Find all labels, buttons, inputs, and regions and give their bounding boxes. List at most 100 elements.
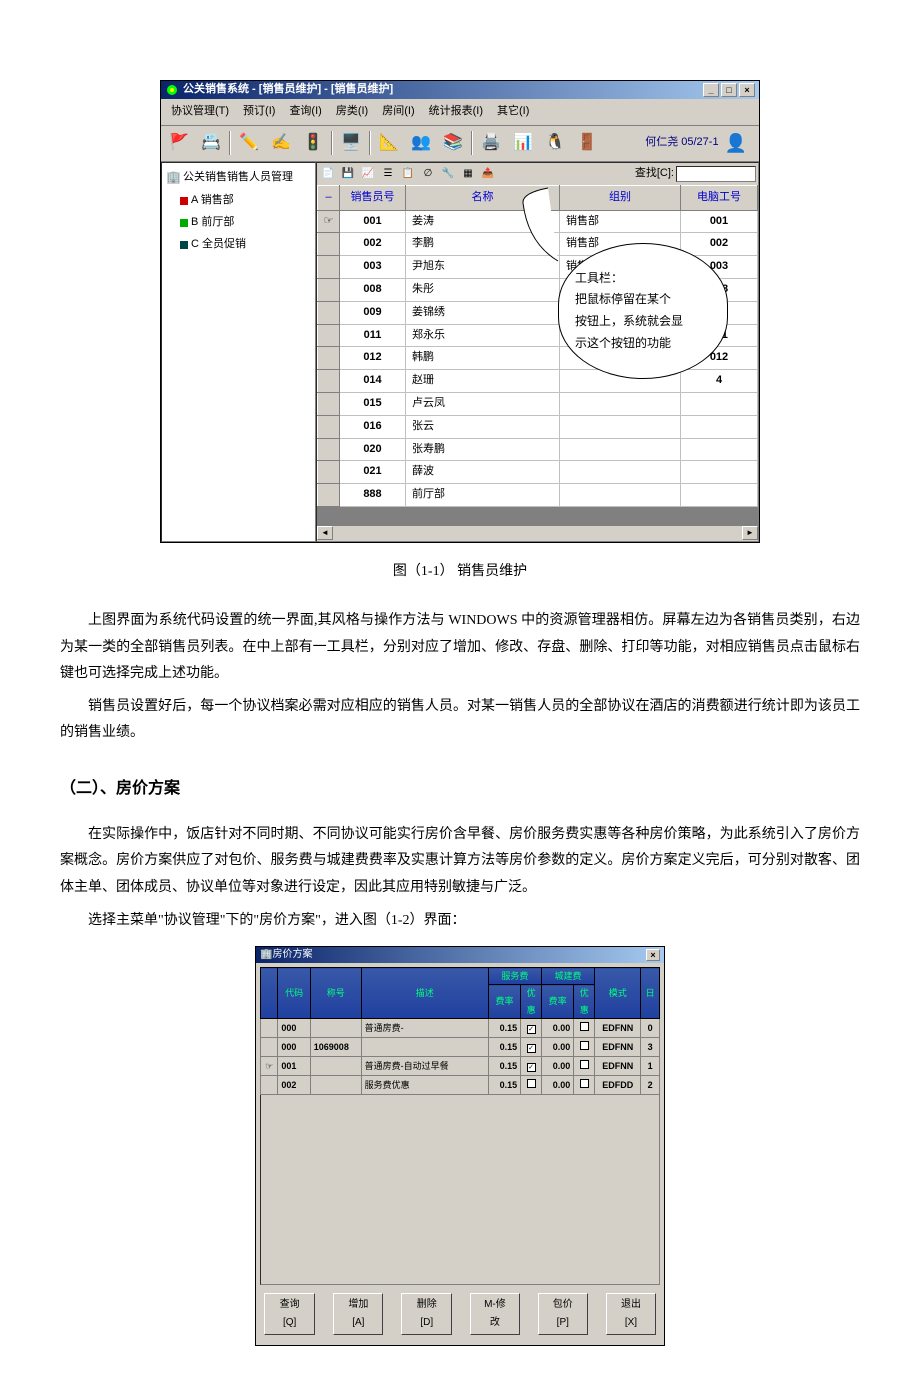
gt-copy-icon[interactable]: 📋 bbox=[399, 165, 417, 183]
menu-protocol[interactable]: 协议管理(T) bbox=[165, 101, 235, 123]
tb-people-icon[interactable]: 👥 bbox=[407, 130, 435, 156]
col-cityfee[interactable]: 城建费 bbox=[541, 968, 594, 985]
delete-button[interactable]: 删除[D] bbox=[401, 1293, 452, 1335]
scroll-left-icon[interactable]: ◄ bbox=[317, 526, 333, 540]
tb-flag-icon[interactable]: 🚩 bbox=[165, 130, 193, 156]
col-empno[interactable]: 电脑工号 bbox=[681, 185, 758, 210]
col-citydisc[interactable]: 优惠 bbox=[574, 985, 595, 1018]
gt-tool-icon[interactable]: 🔧 bbox=[439, 165, 457, 183]
col-id[interactable]: 销售员号 bbox=[340, 185, 406, 210]
tb-books-icon[interactable]: 📚 bbox=[439, 130, 467, 156]
menu-roomtype[interactable]: 房类(I) bbox=[330, 101, 374, 123]
table-row[interactable]: ☞ 001 普通房费-自动过早餐 0.15 ✓ 0.00 EDFNN 1 bbox=[261, 1057, 660, 1076]
table-row[interactable]: 002 服务费优惠 0.15 0.00 EDFDD 2 bbox=[261, 1076, 660, 1095]
minimize-button[interactable]: _ bbox=[703, 83, 719, 97]
exit-button[interactable]: 退出[X] bbox=[606, 1293, 656, 1335]
col-desc[interactable]: 描述 bbox=[361, 968, 488, 1019]
table-row[interactable]: 016 张云 bbox=[318, 415, 758, 438]
titlebar[interactable]: 公关销售系统 - [销售员维护] - [销售员维护] _ □ × bbox=[161, 81, 759, 99]
cell-citydisc[interactable] bbox=[574, 1057, 595, 1076]
close-button[interactable]: × bbox=[739, 83, 755, 97]
row-marker bbox=[318, 415, 340, 438]
close-button[interactable]: × bbox=[646, 949, 660, 961]
tree-item-front[interactable]: B 前厅部 bbox=[180, 212, 311, 234]
cell-name: 朱彤 bbox=[406, 278, 560, 301]
tb-monitor-icon[interactable]: 🖥️ bbox=[337, 130, 365, 156]
tb-exit-icon[interactable]: 🚪 bbox=[573, 130, 601, 156]
table-row[interactable]: 021 薛波 bbox=[318, 461, 758, 484]
menu-room[interactable]: 房间(I) bbox=[376, 101, 420, 123]
price-grid[interactable]: 代码 称号 描述 服务费 城建费 模式 日 费率 优惠 费率 优惠 000 普通… bbox=[260, 967, 660, 1095]
cell-empno: 001 bbox=[681, 210, 758, 233]
col-svcfee[interactable]: 服务费 bbox=[488, 968, 541, 985]
table-row[interactable]: 000 1069008 0.15 ✓ 0.00 EDFNN 3 bbox=[261, 1037, 660, 1056]
gt-chart-icon[interactable]: 📈 bbox=[359, 165, 377, 183]
table-row[interactable]: 888 前厅部 bbox=[318, 484, 758, 507]
tb-card-icon[interactable]: 📇 bbox=[197, 130, 225, 156]
menu-query[interactable]: 查询(I) bbox=[283, 101, 327, 123]
col-name[interactable]: 称号 bbox=[310, 968, 361, 1019]
window-controls: _ □ × bbox=[703, 83, 755, 97]
col-day[interactable]: 日 bbox=[641, 968, 660, 1019]
gt-grid-icon[interactable]: ▦ bbox=[459, 165, 477, 183]
tb-chart-icon[interactable]: 📊 bbox=[509, 130, 537, 156]
cell-citydisc[interactable] bbox=[574, 1018, 595, 1037]
gt-new-icon[interactable]: 📄 bbox=[319, 165, 337, 183]
row-marker bbox=[318, 233, 340, 256]
cell-id: 021 bbox=[340, 461, 406, 484]
tree-item-label: A 销售部 bbox=[191, 191, 234, 211]
menu-other[interactable]: 其它(I) bbox=[491, 101, 535, 123]
cell-svcdisc[interactable] bbox=[521, 1076, 542, 1095]
main-toolbar: 🚩 📇 ✏️ ✍️ 🚦 🖥️ 📐 👥 📚 🖨️ 📊 🐧 🚪 何仁尧 05/27-… bbox=[161, 126, 759, 162]
tree-item-sales[interactable]: A 销售部 bbox=[180, 190, 311, 212]
col-code[interactable]: 代码 bbox=[278, 968, 310, 1019]
table-row[interactable]: 015 卢云凤 bbox=[318, 392, 758, 415]
gt-save-icon[interactable]: 💾 bbox=[339, 165, 357, 183]
menu-report[interactable]: 统计报表(I) bbox=[423, 101, 489, 123]
row-marker bbox=[318, 461, 340, 484]
paragraph-3: 在实际操作中，饭店针对不同时期、不同协议可能实行房价含早餐、房价服务费实惠等各种… bbox=[60, 822, 860, 902]
app-icon bbox=[165, 83, 179, 97]
add-button[interactable]: 增加[A] bbox=[333, 1293, 383, 1335]
gt-filter-icon[interactable]: ☰ bbox=[379, 165, 397, 183]
tb-traffic-icon[interactable]: 🚦 bbox=[299, 130, 327, 156]
tree-panel[interactable]: 🏢 公关销售销售人员管理 A 销售部 B 前厅部 C 全员促销 bbox=[161, 162, 316, 542]
cell-citydisc[interactable] bbox=[574, 1037, 595, 1056]
callout-line4: 示这个按钮的功能 bbox=[575, 333, 711, 355]
horizontal-scrollbar[interactable]: ◄ ► bbox=[317, 525, 758, 541]
tree-item-all[interactable]: C 全员促销 bbox=[180, 234, 311, 256]
scroll-right-icon[interactable]: ► bbox=[742, 526, 758, 540]
tb-print-icon[interactable]: 🖨️ bbox=[477, 130, 505, 156]
cell-svcdisc[interactable]: ✓ bbox=[521, 1057, 542, 1076]
table-row[interactable]: 020 张寿鹏 bbox=[318, 438, 758, 461]
row-marker bbox=[318, 438, 340, 461]
gt-door-icon[interactable]: 📤 bbox=[479, 165, 497, 183]
package-button[interactable]: 包价[P] bbox=[538, 1293, 588, 1335]
cell-citydisc[interactable] bbox=[574, 1076, 595, 1095]
cell-svcdisc[interactable]: ✓ bbox=[521, 1037, 542, 1056]
col-mode[interactable]: 模式 bbox=[595, 968, 641, 1019]
cell-group bbox=[560, 438, 681, 461]
cell-svcdisc[interactable]: ✓ bbox=[521, 1018, 542, 1037]
tree-root[interactable]: 🏢 公关销售销售人员管理 bbox=[166, 167, 311, 189]
table-row[interactable]: 000 普通房费- 0.15 ✓ 0.00 EDFNN 0 bbox=[261, 1018, 660, 1037]
cell-name: 郑永乐 bbox=[406, 324, 560, 347]
col-cityrate[interactable]: 费率 bbox=[541, 985, 573, 1018]
search-input[interactable] bbox=[676, 166, 756, 182]
menu-reserve[interactable]: 预订(I) bbox=[237, 101, 281, 123]
tb-penguin-icon[interactable]: 🐧 bbox=[541, 130, 569, 156]
search-label: 查找[C]: bbox=[635, 164, 674, 184]
gt-clear-icon[interactable]: ∅ bbox=[419, 165, 437, 183]
query-button[interactable]: 查询[Q] bbox=[264, 1293, 315, 1335]
col-svcdisc[interactable]: 优惠 bbox=[521, 985, 542, 1018]
titlebar[interactable]: 🏢 房价方案 × bbox=[256, 947, 664, 963]
tb-edit-icon[interactable]: ✍️ bbox=[267, 130, 295, 156]
cell-name bbox=[310, 1076, 361, 1095]
tb-ruler-icon[interactable]: 📐 bbox=[375, 130, 403, 156]
col-svcrate[interactable]: 费率 bbox=[488, 985, 520, 1018]
cell-id: 009 bbox=[340, 301, 406, 324]
tb-pencil-icon[interactable]: ✏️ bbox=[235, 130, 263, 156]
modify-button[interactable]: M-修改 bbox=[470, 1293, 520, 1335]
callout-line2: 把鼠标停留在某个 bbox=[575, 289, 711, 311]
maximize-button[interactable]: □ bbox=[721, 83, 737, 97]
